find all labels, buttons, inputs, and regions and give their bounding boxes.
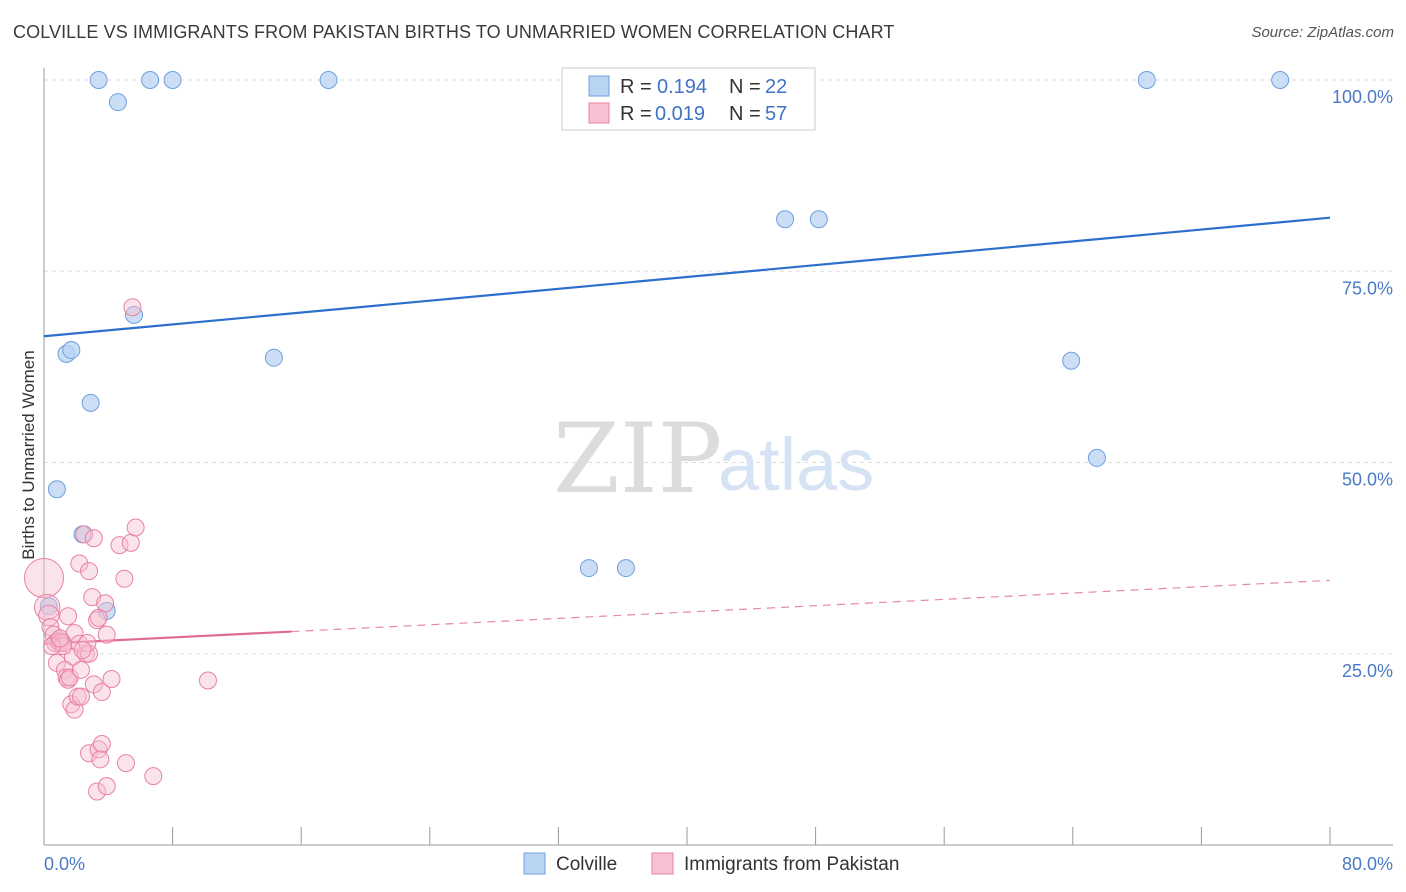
- watermark-atlas: atlas: [718, 423, 874, 506]
- point-colville: [108, 93, 127, 112]
- watermark: ZIP atlas: [553, 403, 874, 515]
- point-pakistan: [97, 777, 116, 796]
- legend-n-value-colville: 22: [765, 76, 787, 98]
- point-pakistan: [123, 298, 142, 317]
- point-pakistan: [91, 750, 110, 769]
- point-colville: [125, 305, 144, 324]
- point-pakistan: [116, 754, 135, 773]
- x-tick-labels: 0.0% 80.0%: [44, 854, 1393, 874]
- point-pakistan: [88, 782, 107, 801]
- legend-swatch-pakistan: [588, 102, 610, 124]
- point-colville: [89, 71, 108, 89]
- bottom-legend-label-pakistan: Immigrants from Pakistan: [684, 854, 899, 875]
- point-pakistan: [97, 625, 116, 644]
- bottom-legend-swatch-colville: [523, 852, 546, 875]
- x-tick-label-min: 0.0%: [44, 854, 85, 874]
- y-tick-label: 100.0%: [1332, 87, 1393, 107]
- gridlines: [44, 79, 1393, 655]
- point-pakistan: [80, 562, 99, 581]
- point-colville: [264, 348, 283, 367]
- legend-r-label-pakistan: R =: [620, 103, 652, 125]
- point-pakistan: [96, 594, 115, 613]
- bottom-legend-swatch-pakistan: [651, 852, 674, 875]
- watermark-zip: ZIP: [553, 403, 722, 515]
- point-pakistan: [71, 660, 90, 679]
- legend-r-value-colville: 0.194: [657, 76, 707, 98]
- y-tick-label: 50.0%: [1342, 470, 1393, 490]
- point-pakistan: [71, 687, 90, 706]
- y-axis-label: Births to Unmarried Women: [19, 350, 38, 559]
- point-colville: [39, 597, 58, 616]
- point-colville: [62, 341, 81, 360]
- point-pakistan: [92, 683, 111, 701]
- point-pakistan: [23, 557, 65, 599]
- legend-n-label-colville: N =: [729, 76, 761, 98]
- axes: [43, 68, 1393, 846]
- point-pakistan: [92, 735, 111, 754]
- point-colville: [141, 71, 160, 89]
- legend-r-label-colville: R =: [620, 76, 652, 98]
- point-colville: [81, 393, 100, 412]
- y-tick-label: 75.0%: [1342, 278, 1393, 298]
- point-colville: [47, 480, 66, 499]
- chart-title: COLVILLE VS IMMIGRANTS FROM PAKISTAN BIR…: [13, 22, 895, 42]
- point-pakistan: [126, 518, 145, 537]
- point-pakistan: [38, 604, 60, 627]
- bottom-legend: Colville Immigrants from Pakistan: [523, 852, 899, 875]
- point-pakistan: [80, 744, 99, 763]
- legend-n-value-pakistan: 57: [765, 103, 787, 125]
- trend-line-pakistan-dashed: [291, 579, 1331, 633]
- point-colville: [1271, 71, 1290, 89]
- point-pakistan: [121, 533, 140, 552]
- point-pakistan: [62, 695, 81, 714]
- point-pakistan: [144, 767, 163, 786]
- point-pakistan: [70, 554, 89, 573]
- point-colville: [579, 559, 598, 578]
- point-pakistan: [51, 629, 70, 648]
- point-colville: [616, 559, 635, 578]
- source-credit: Source: ZipAtlas.com: [1251, 24, 1394, 41]
- legend-r-value-pakistan: 0.019: [655, 103, 705, 125]
- point-pakistan: [110, 536, 129, 555]
- bottom-legend-label-colville: Colville: [556, 854, 617, 875]
- point-colville: [809, 210, 828, 229]
- point-colville: [1087, 448, 1106, 467]
- point-pakistan: [115, 569, 134, 588]
- point-pakistan: [198, 671, 217, 690]
- legend-n-label-pakistan: N =: [729, 103, 761, 125]
- point-colville: [163, 71, 182, 89]
- data-points: [23, 71, 1290, 801]
- y-tick-labels: 25.0% 50.0% 75.0% 100.0%: [1332, 87, 1393, 681]
- point-pakistan: [59, 607, 78, 626]
- point-pakistan: [73, 640, 92, 659]
- point-colville: [319, 71, 338, 89]
- point-pakistan: [75, 525, 94, 544]
- point-colville: [1137, 71, 1156, 89]
- legend-box: R = 0.194 N = 22 R = 0.019 N = 57: [561, 67, 816, 131]
- point-colville: [1062, 351, 1081, 370]
- trend-line-colville: [43, 216, 1331, 338]
- legend-swatch-colville: [588, 75, 610, 97]
- point-pakistan: [102, 669, 121, 688]
- y-tick-label: 25.0%: [1342, 661, 1393, 681]
- point-colville: [776, 210, 795, 229]
- x-tick-label-max: 80.0%: [1342, 854, 1393, 874]
- point-pakistan: [84, 529, 103, 548]
- point-pakistan: [33, 593, 61, 621]
